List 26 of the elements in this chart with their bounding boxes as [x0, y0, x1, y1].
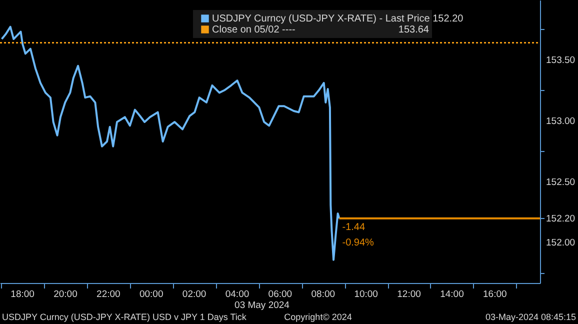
text: 03-May-2024 08:45:15: [485, 312, 576, 322]
y-tick-label: 152.50: [546, 176, 576, 188]
x-tick-label: 18:00: [10, 289, 34, 300]
x-tick-label: 14:00: [440, 289, 464, 300]
annotation: -1.44: [342, 222, 366, 233]
legend-label: USDJPY Curncy (USD-JPY X-RATE) - Last Price 152.20: [212, 14, 464, 24]
x-tick-label: 22:00: [96, 289, 120, 300]
x-tick-label: 20:00: [54, 289, 78, 300]
x-tick-label: 08:00: [311, 289, 336, 300]
x-tick-label: 02:00: [182, 289, 206, 300]
text: Close on 05/02 ---- 153.64: [212, 24, 429, 36]
y-tick-label: 152.20: [546, 213, 576, 224]
x-tick-label: 06:00: [268, 289, 292, 300]
line-series: [0, 26, 340, 261]
x-tick-label: 16:00: [483, 289, 507, 300]
y-tick-label: 152.00: [546, 238, 576, 249]
y-tick-label: 153.50: [546, 54, 576, 66]
annotation: -0.94%: [342, 238, 374, 249]
text: Copyright© 2024: [284, 312, 352, 322]
x-tick-label: 12:00: [397, 289, 421, 300]
x-axis-title: 03 May 2024: [234, 300, 290, 311]
x-tick-label: 00:00: [139, 289, 164, 300]
x-tick-label: 10:00: [354, 289, 378, 300]
y-tick-label: 153.00: [546, 116, 576, 127]
text: USDJPY Curncy (USD-JPY X-RATE) USD v JPY 1 Days Tick: [2, 312, 247, 322]
x-tick-label: 04:00: [225, 289, 250, 300]
